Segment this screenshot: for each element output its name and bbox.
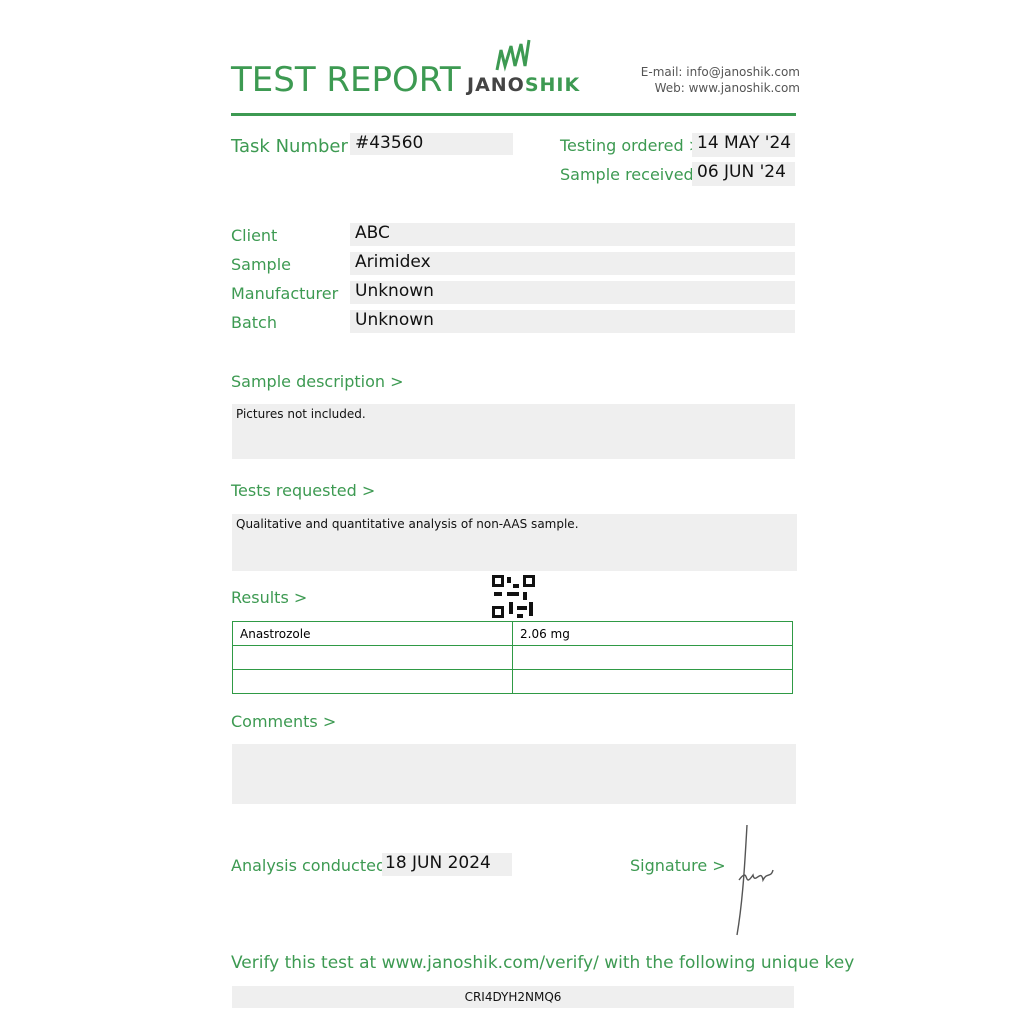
sample-description-text: Pictures not included. [232, 404, 795, 459]
sample-received-value: 06 JUN '24 [692, 162, 795, 186]
analysis-conducted-label: Analysis conducted > [231, 856, 405, 875]
batch-value: Unknown [350, 310, 795, 333]
logo-text-accent: SHIK [524, 74, 581, 96]
compound-cell [232, 669, 513, 694]
sample-received-label: Sample received > [560, 165, 713, 184]
header-divider [231, 113, 796, 116]
testing-ordered-value: 14 MAY '24 [692, 133, 795, 157]
comments-text [232, 744, 796, 804]
amount-cell [512, 645, 793, 670]
analysis-conducted-date: 18 JUN 2024 [382, 853, 512, 876]
manufacturer-label: Manufacturer [231, 284, 339, 303]
janoshik-logo: JANOSHIK [467, 36, 580, 96]
table-row [232, 669, 793, 694]
task-number-value: #43560 [350, 133, 513, 155]
sample-label: Sample [231, 255, 291, 274]
logo-text: JANO [467, 74, 525, 96]
sample-value: Arimidex [350, 252, 795, 275]
signature-label: Signature > [630, 856, 726, 875]
results-label: Results > [231, 588, 308, 607]
compound-cell: Anastrozole [232, 621, 513, 646]
manufacturer-value: Unknown [350, 281, 795, 304]
batch-label: Batch [231, 313, 277, 332]
table-row: Anastrozole 2.06 mg [232, 621, 793, 646]
tests-requested-label: Tests requested > [231, 481, 376, 500]
amount-cell: 2.06 mg [512, 621, 793, 646]
verify-instructions: Verify this test at www.janoshik.com/ver… [231, 953, 855, 973]
table-row [232, 645, 793, 670]
results-table: Anastrozole 2.06 mg [232, 621, 793, 694]
task-number-label: Task Number [231, 136, 348, 157]
client-label: Client [231, 226, 278, 245]
signature-image [736, 824, 774, 936]
tests-requested-text: Qualitative and quantitative analysis of… [232, 514, 797, 571]
logo-chart-icon [495, 39, 531, 72]
web: Web: www.janoshik.com [654, 81, 800, 95]
testing-ordered-label: Testing ordered > [560, 136, 703, 155]
comments-label: Comments > [231, 712, 337, 731]
sample-description-label: Sample description > [231, 372, 404, 391]
compound-cell [232, 645, 513, 670]
qr-code-icon[interactable] [491, 574, 536, 619]
client-value: ABC [350, 223, 795, 246]
unique-key: CRI4DYH2NMQ6 [232, 986, 794, 1008]
page-title: TEST REPORT [231, 60, 461, 100]
email: E-mail: info@janoshik.com [640, 65, 800, 79]
amount-cell [512, 669, 793, 694]
